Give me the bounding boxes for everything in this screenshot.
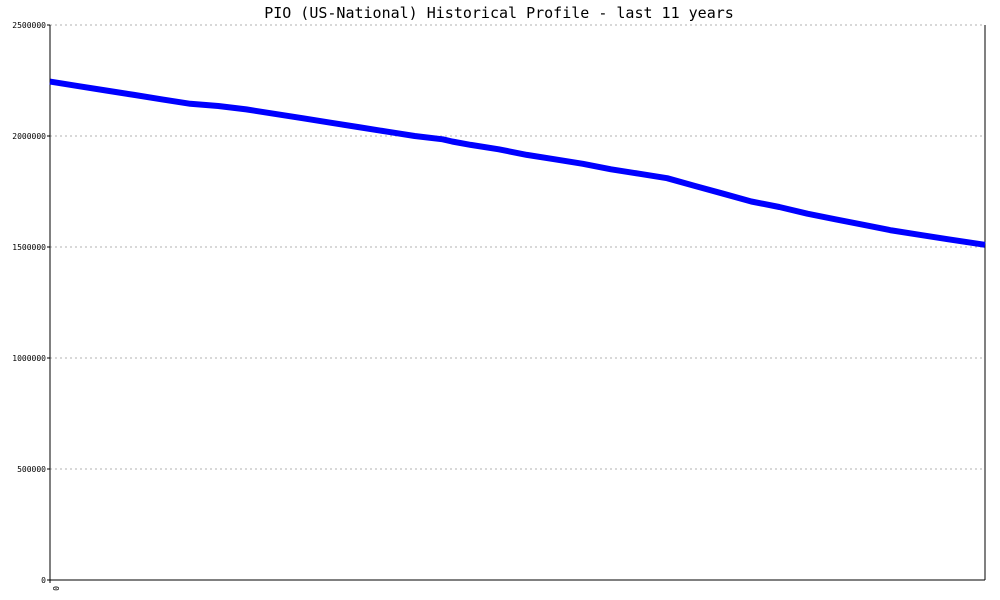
y-tick-label: 1500000 xyxy=(12,243,46,252)
y-tick-label: 0 xyxy=(41,576,46,585)
y-tick-label: 1000000 xyxy=(12,354,46,363)
y-tick-label: 2000000 xyxy=(12,132,46,141)
y-axis-ticks: 0 500000 1000000 1500000 2000000 2500000 xyxy=(12,21,50,585)
x-tick-label: 0 xyxy=(51,586,60,591)
series-line xyxy=(49,78,986,248)
y-tick-label: 2500000 xyxy=(12,21,46,30)
x-axis-ticks: 0 xyxy=(49,580,60,591)
y-tick-label: 500000 xyxy=(17,465,46,474)
gridlines xyxy=(50,24,985,470)
series-layer xyxy=(49,78,986,248)
chart-title: PIO (US-National) Historical Profile - l… xyxy=(264,4,734,22)
